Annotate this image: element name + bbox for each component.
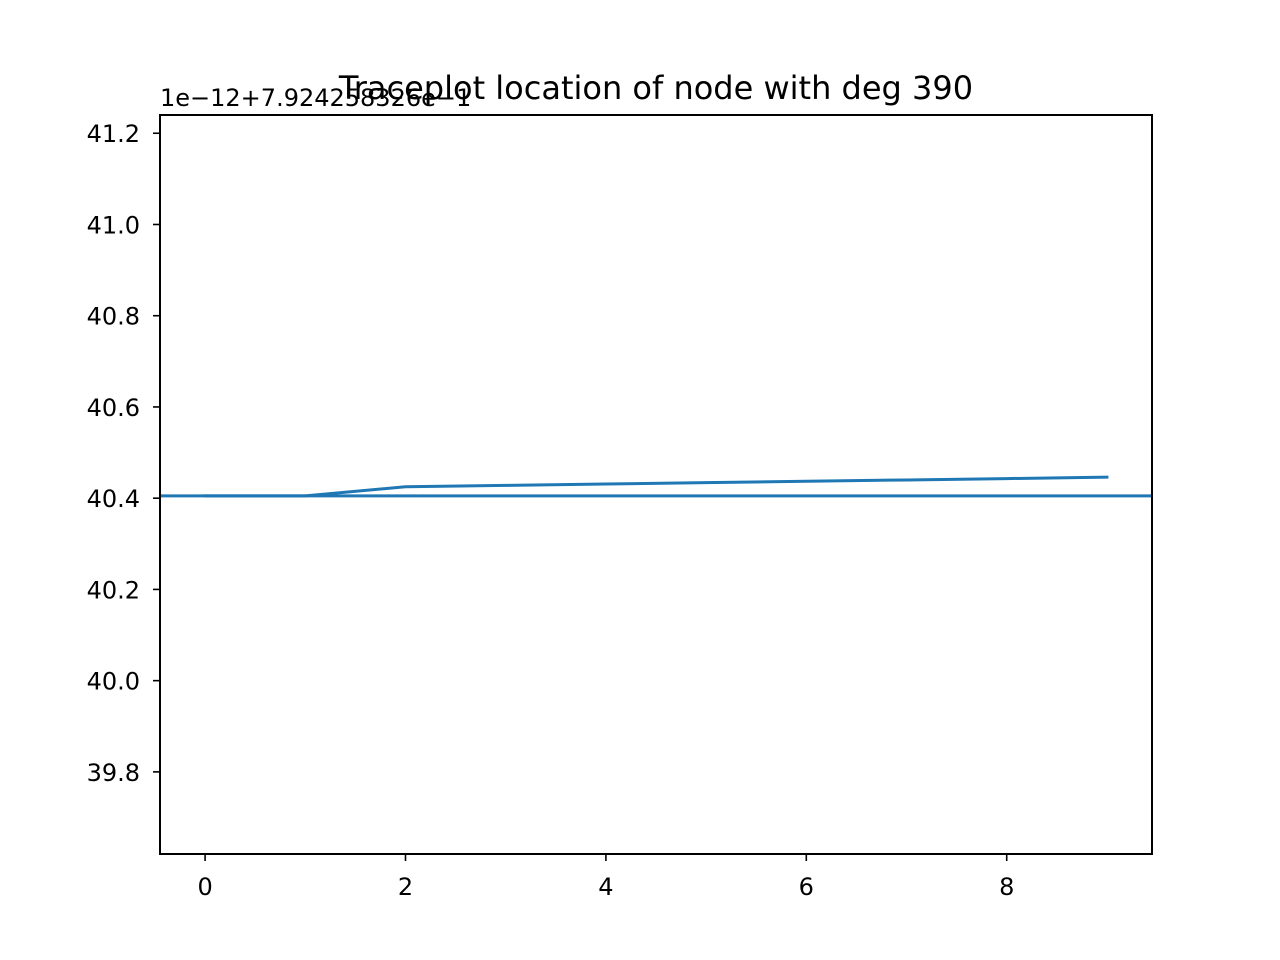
chart-title: Traceplot location of node with deg 390: [338, 69, 973, 107]
y-tick-label: 40.0: [87, 668, 140, 696]
plot-area: [160, 475, 1152, 498]
y-tick-label: 40.4: [87, 485, 140, 513]
x-tick-label: 0: [197, 873, 212, 901]
y-tick-label: 40.8: [87, 303, 140, 331]
y-axis-offset-label: 1e−12+7.924258326e−1: [160, 84, 471, 112]
x-tick-label: 4: [598, 873, 613, 901]
y-tick-label: 40.2: [87, 576, 140, 604]
plot-contents: [160, 475, 1152, 498]
axis-ticks: 0 2 4 6 8 39.8 40.0 40.2 40.4 40.6 40.8 41.0 41.2: [87, 120, 1015, 901]
y-tick-label: 40.6: [87, 394, 140, 422]
series-line: [203, 475, 1109, 498]
x-tick-label: 2: [398, 873, 413, 901]
x-tick-label: 8: [999, 873, 1014, 901]
y-tick-label: 41.2: [87, 120, 140, 148]
axes-frame: [159, 114, 1153, 855]
x-tick-label: 6: [799, 873, 814, 901]
y-tick-label: 41.0: [87, 211, 140, 239]
y-tick-label: 39.8: [87, 759, 140, 787]
